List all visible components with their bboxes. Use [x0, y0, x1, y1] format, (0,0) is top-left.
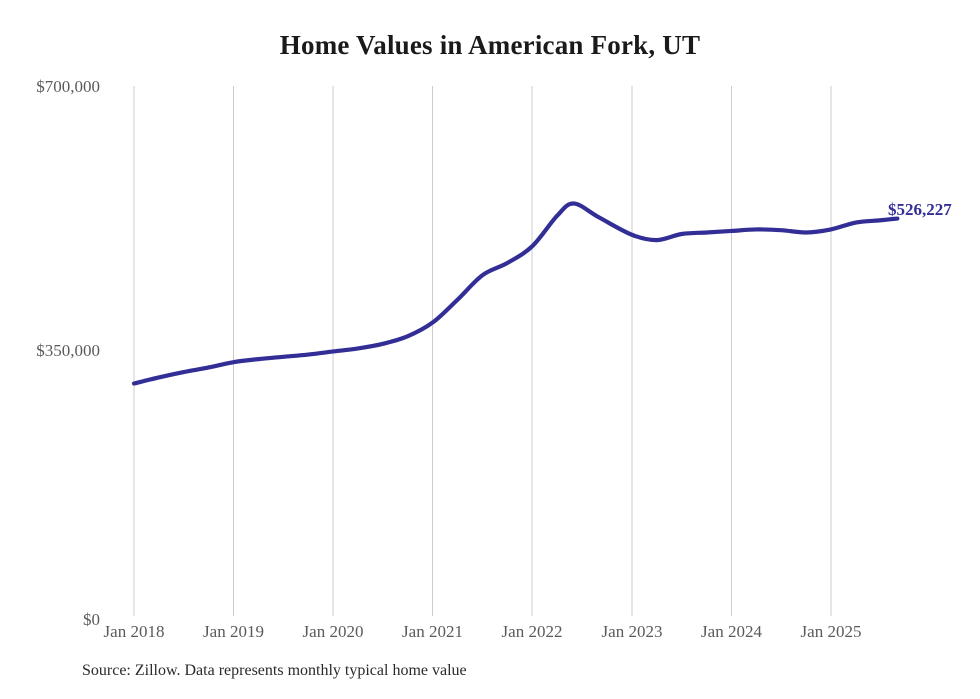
y-axis-tick-700000: $700,000	[36, 77, 100, 96]
x-axis-tick-jan-2019: Jan 2019	[203, 622, 264, 641]
x-axis-tick-jan-2021: Jan 2021	[402, 622, 463, 641]
end-value-label: $526,227	[888, 200, 952, 219]
y-axis-tick-350000: $350,000	[36, 341, 100, 360]
chart-title: Home Values in American Fork, UT	[279, 30, 701, 60]
vertical-gridlines	[133, 86, 832, 616]
x-axis-tick-jan-2020: Jan 2020	[302, 622, 364, 641]
source-note: Source: Zillow. Data represents monthly …	[82, 662, 467, 679]
x-axis-tick-jan-2024: Jan 2024	[701, 622, 762, 641]
x-axis-tick-jan-2025: Jan 2025	[800, 622, 862, 641]
x-axis-tick-jan-2022: Jan 2022	[501, 622, 563, 641]
y-axis-tick-0: $0	[83, 610, 100, 629]
series-line-typical-home-value	[131, 201, 900, 386]
x-axis-tick-jan-2023: Jan 2023	[601, 622, 663, 641]
x-axis-tick-jan-2018: Jan 2018	[103, 622, 165, 641]
